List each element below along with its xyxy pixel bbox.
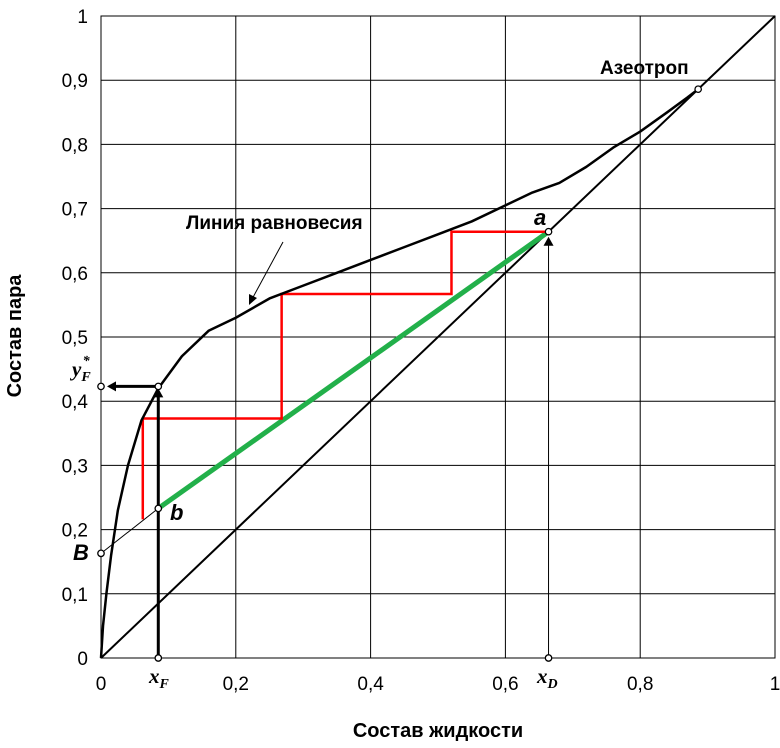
y-tick-label: 0,2: [62, 521, 88, 542]
point-a-label: a: [534, 205, 546, 230]
x-tick-label: 0: [96, 674, 107, 695]
xF-label: xF: [148, 664, 170, 692]
y-tick-label: 0,8: [62, 135, 88, 156]
xD-label: xD: [536, 664, 558, 692]
plot-area: [97, 15, 776, 662]
x-tick-label: 0,4: [357, 674, 384, 695]
plot-frame: [100, 15, 776, 659]
point-marker: [97, 549, 105, 558]
y-tick-label: 0,9: [62, 71, 88, 92]
y-tick-label: 1: [77, 7, 88, 28]
y-tick-label: 0,5: [62, 328, 88, 349]
x-tick-label: 0,8: [627, 674, 653, 695]
azeotrope-label: Азеотроп: [600, 58, 689, 79]
equilibrium-line-label: Линия равновесия: [186, 213, 363, 234]
b-to-B-line: [100, 508, 159, 554]
point-marker: [154, 504, 163, 513]
y-tick-labels: 0 0,1 0,2 0,3 0,4 0,5 0,6 0,7 0,8 0,9 1: [62, 7, 89, 670]
y-tick-label: 0,6: [62, 264, 88, 285]
xD-arrow-head: [543, 236, 554, 246]
xF-arrow-head: [153, 388, 164, 398]
point-marker: [154, 654, 163, 662]
equilibrium-leader-arrow: [249, 294, 257, 305]
y-tick-label: 0,1: [62, 585, 88, 606]
point-marker: [544, 654, 553, 662]
x-tick-label: 0,6: [492, 674, 518, 695]
y-tick-label: 0: [77, 649, 88, 670]
diagonal-line: [100, 15, 776, 659]
point-marker: [544, 227, 553, 236]
y-tick-label: 0,3: [62, 456, 88, 477]
x-tick-label: 0,2: [223, 674, 249, 695]
y-axis-title: Состав пара: [4, 274, 26, 398]
point-marker: [97, 382, 105, 391]
grid: [100, 15, 776, 659]
equilibrium-leader-line: [250, 241, 284, 302]
point-marker: [694, 85, 703, 94]
yF-arrow-head: [107, 381, 116, 392]
point-B-label: B: [73, 540, 89, 565]
x-tick-label: 1: [770, 674, 780, 695]
y-tick-label: 0,4: [62, 392, 89, 413]
operating-line: [156, 229, 550, 511]
yF-star-label: yF*: [69, 354, 91, 385]
x-tick-labels: 0 0,2 0,4 0,6 0,8 1: [96, 674, 780, 695]
point-marker: [154, 382, 163, 391]
equilibrium-curve: [99, 88, 699, 659]
point-b-label: b: [170, 500, 183, 525]
x-axis-title: Состав жидкости: [353, 720, 523, 742]
y-tick-label: 0,7: [62, 200, 88, 221]
